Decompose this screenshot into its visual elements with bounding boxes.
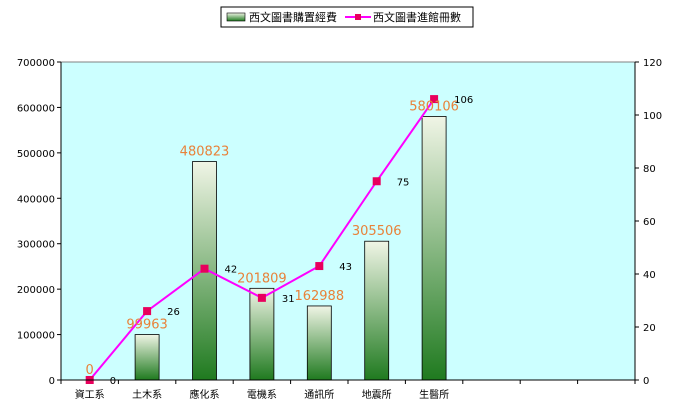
y-left-tick-label: 400000 (17, 194, 55, 205)
line-value-label: 106 (454, 95, 473, 106)
bar (192, 161, 217, 381)
y-right-tick-label: 40 (643, 270, 656, 281)
line-value-label: 26 (167, 307, 180, 318)
bar-value-label: 162988 (294, 289, 344, 304)
y-left-tick-label: 600000 (17, 103, 55, 114)
x-tick-label: 電機系 (247, 388, 277, 401)
line-point (200, 264, 209, 273)
axes-group: 0100000200000300000400000500000600000700… (17, 58, 662, 401)
y-right-tick-label: 80 (643, 164, 656, 175)
bar (249, 287, 275, 381)
y-right-tick-label: 120 (643, 58, 662, 69)
x-tick-label: 生醫所 (419, 388, 449, 401)
line-value-label: 43 (339, 262, 352, 273)
line-point (372, 177, 381, 186)
line-value-label: 31 (282, 294, 295, 305)
line-value-label: 42 (225, 265, 238, 276)
bar (134, 334, 160, 381)
y-right-tick-label: 100 (643, 111, 662, 122)
x-tick-label: 地震所 (362, 388, 392, 401)
bar-value-label: 201809 (237, 271, 287, 286)
data-labels-group: 0 99963 480823 201809 162988 305506 580106 0 26 4… (86, 95, 474, 387)
x-tick-label: 通訊所 (304, 388, 334, 401)
line-point (315, 262, 324, 271)
x-tick-label: 土木系 (132, 388, 162, 401)
legend-line-marker (355, 14, 361, 20)
line-point (430, 95, 439, 104)
bar-value-label: 99963 (126, 318, 167, 333)
bar-value-label: 480823 (180, 145, 230, 160)
legend-item-bar: 西文圖書購置經費 (249, 10, 337, 24)
legend-bar-swatch (226, 12, 246, 22)
bar-value-label: 0 (86, 363, 94, 378)
bar (421, 116, 447, 381)
y-left-tick-label: 100000 (17, 331, 55, 342)
y-left-tick-label: 700000 (17, 58, 55, 69)
y-right-tick-label: 60 (643, 217, 656, 228)
x-tick-label: 資工系 (75, 389, 105, 401)
y-left-tick-label: 200000 (17, 285, 55, 296)
line-value-label: 0 (110, 376, 116, 387)
y-left-tick-label: 300000 (17, 240, 55, 251)
bars-group (134, 116, 447, 381)
bar (364, 240, 390, 381)
bar-value-label: 580106 (409, 99, 459, 114)
y-left-tick-label: 0 (49, 376, 55, 387)
bar-value-label: 305506 (352, 224, 402, 239)
y-left-tick-label: 500000 (17, 149, 55, 160)
plot-area (60, 61, 636, 381)
line-value-label: 75 (397, 177, 410, 188)
line-point (143, 307, 152, 316)
y-right-tick-label: 0 (643, 376, 649, 387)
legend-item-line: 西文圖書進館冊數 (373, 10, 461, 24)
y-right-tick-label: 20 (643, 323, 656, 334)
x-tick-label: 應化系 (190, 388, 220, 401)
legend: 西文圖書購置經費 西文圖書進館冊數 (220, 6, 474, 28)
bar (306, 305, 332, 381)
line-point (257, 293, 266, 302)
